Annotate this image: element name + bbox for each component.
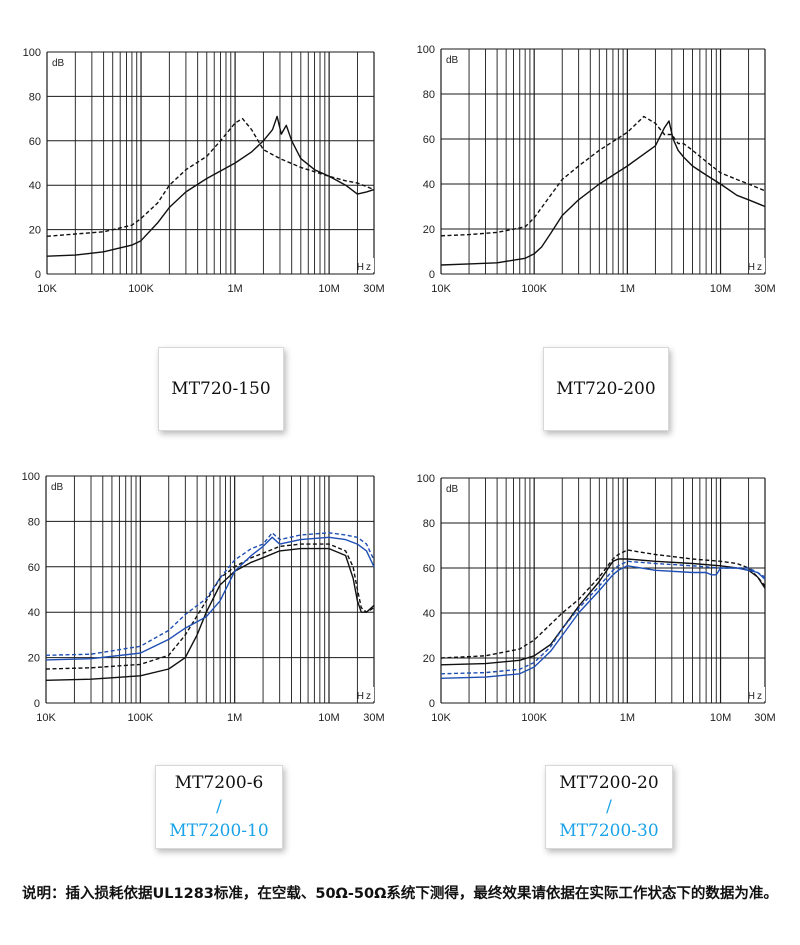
- model-name: MT7200-10: [169, 821, 269, 841]
- y-tick-label: 80: [423, 518, 435, 530]
- y-tick-label: 100: [22, 471, 40, 483]
- y-tick-label: 40: [423, 179, 435, 191]
- y-tick-label: 100: [417, 473, 435, 485]
- model-label-mt720-200: MT720-200: [543, 347, 669, 431]
- x-tick-label: 1M: [620, 712, 635, 724]
- series-line-1: [46, 115, 375, 257]
- x-tick-label: 10K: [37, 283, 57, 295]
- series-line-2: [440, 549, 766, 659]
- x-tick-label: 100K: [127, 712, 153, 724]
- x-unit-label: Hz: [748, 691, 764, 702]
- model-name: MT720-200: [556, 379, 656, 399]
- label-slash: /: [606, 797, 612, 817]
- x-tick-label: 10M: [318, 712, 339, 724]
- x-unit-label: Hz: [357, 262, 373, 273]
- x-tick-label: 30M: [363, 712, 384, 724]
- y-tick-label: 80: [423, 89, 435, 101]
- unit-label-bg: [49, 479, 69, 493]
- grid: [46, 51, 375, 275]
- y-tick-label: 20: [29, 225, 41, 237]
- y-tick-label: 0: [35, 269, 41, 281]
- x-tick-label: 1M: [227, 283, 242, 295]
- unit-label-bg: [751, 687, 765, 701]
- x-tick-label: 10K: [431, 712, 451, 724]
- x-tick-label: 10M: [318, 283, 339, 295]
- y-tick-label: 0: [34, 698, 40, 710]
- unit-label-bg: [50, 55, 70, 69]
- series-line-2: [46, 117, 375, 237]
- series-line-1: [440, 120, 766, 266]
- x-tick-label: 1M: [620, 283, 635, 295]
- series-line-3: [45, 536, 375, 661]
- unit-label-bg: [444, 52, 464, 66]
- label-slash: /: [216, 797, 222, 817]
- chart-svg: 0 20 40 60 80 100 10K 100K 1M 10M 30M dB Hz: [23, 47, 385, 295]
- unit-label-bg: [360, 687, 374, 701]
- y-tick-label: 60: [29, 136, 41, 148]
- grid: [440, 477, 766, 704]
- y-tick-label: 40: [29, 180, 41, 192]
- y-tick-label: 80: [29, 91, 41, 103]
- series-line-1: [440, 558, 766, 666]
- y-unit-label: dB: [446, 55, 459, 66]
- x-tick-label: 10M: [710, 283, 731, 295]
- y-tick-label: 80: [28, 516, 40, 528]
- model-name: MT7200-30: [559, 821, 659, 841]
- y-tick-label: 0: [429, 269, 435, 281]
- model-name: MT7200-20: [559, 773, 659, 793]
- x-tick-label: 30M: [363, 283, 384, 295]
- model-name: MT720-150: [171, 379, 271, 399]
- x-tick-label: 10K: [431, 283, 451, 295]
- y-tick-label: 40: [28, 607, 40, 619]
- x-tick-label: 100K: [521, 712, 547, 724]
- series-line-1: [45, 547, 375, 681]
- y-tick-label: 60: [28, 562, 40, 574]
- model-label-mt7200-6-10: MT7200-6 / MT7200-10: [155, 765, 283, 849]
- y-unit-label: dB: [51, 482, 64, 493]
- y-tick-label: 100: [417, 44, 435, 56]
- series-line-3: [440, 565, 766, 679]
- unit-label-bg: [360, 258, 374, 272]
- y-tick-label: 40: [423, 608, 435, 620]
- x-tick-label: 10M: [710, 712, 731, 724]
- y-unit-label: dB: [52, 58, 65, 69]
- y-unit-label: dB: [446, 484, 459, 495]
- x-unit-label: Hz: [357, 691, 373, 702]
- model-label-mt7200-20-30: MT7200-20 / MT7200-30: [545, 765, 673, 849]
- x-unit-label: Hz: [748, 262, 764, 273]
- x-tick-label: 1M: [227, 712, 242, 724]
- x-tick-label: 30M: [754, 283, 775, 295]
- model-name: MT7200-6: [174, 773, 264, 793]
- series-line-4: [440, 560, 766, 675]
- series-line-4: [45, 532, 375, 656]
- series-line-2: [440, 115, 766, 237]
- series-line-2: [45, 543, 375, 670]
- y-tick-label: 20: [423, 224, 435, 236]
- y-tick-label: 0: [429, 698, 435, 710]
- y-tick-label: 20: [423, 653, 435, 665]
- y-tick-label: 20: [28, 653, 40, 665]
- chart-mt720-150: 0 20 40 60 80 100 10K 100K 1M 10M 30M dB Hz: [0, 0, 400, 310]
- grid: [45, 475, 375, 704]
- unit-label-bg: [751, 258, 765, 272]
- model-label-mt720-150: MT720-150: [158, 347, 284, 431]
- grid: [440, 48, 766, 275]
- y-tick-label: 100: [23, 47, 41, 59]
- x-tick-label: 100K: [521, 283, 547, 295]
- footnote: 说明：插入损耗依据UL1283标准，在空载、50Ω-50Ω系统下测得，最终效果请…: [22, 886, 778, 902]
- x-tick-label: 30M: [754, 712, 775, 724]
- y-tick-label: 60: [423, 134, 435, 146]
- unit-label-bg: [444, 481, 464, 495]
- x-tick-label: 100K: [128, 283, 154, 295]
- y-tick-label: 60: [423, 563, 435, 575]
- x-tick-label: 10K: [36, 712, 56, 724]
